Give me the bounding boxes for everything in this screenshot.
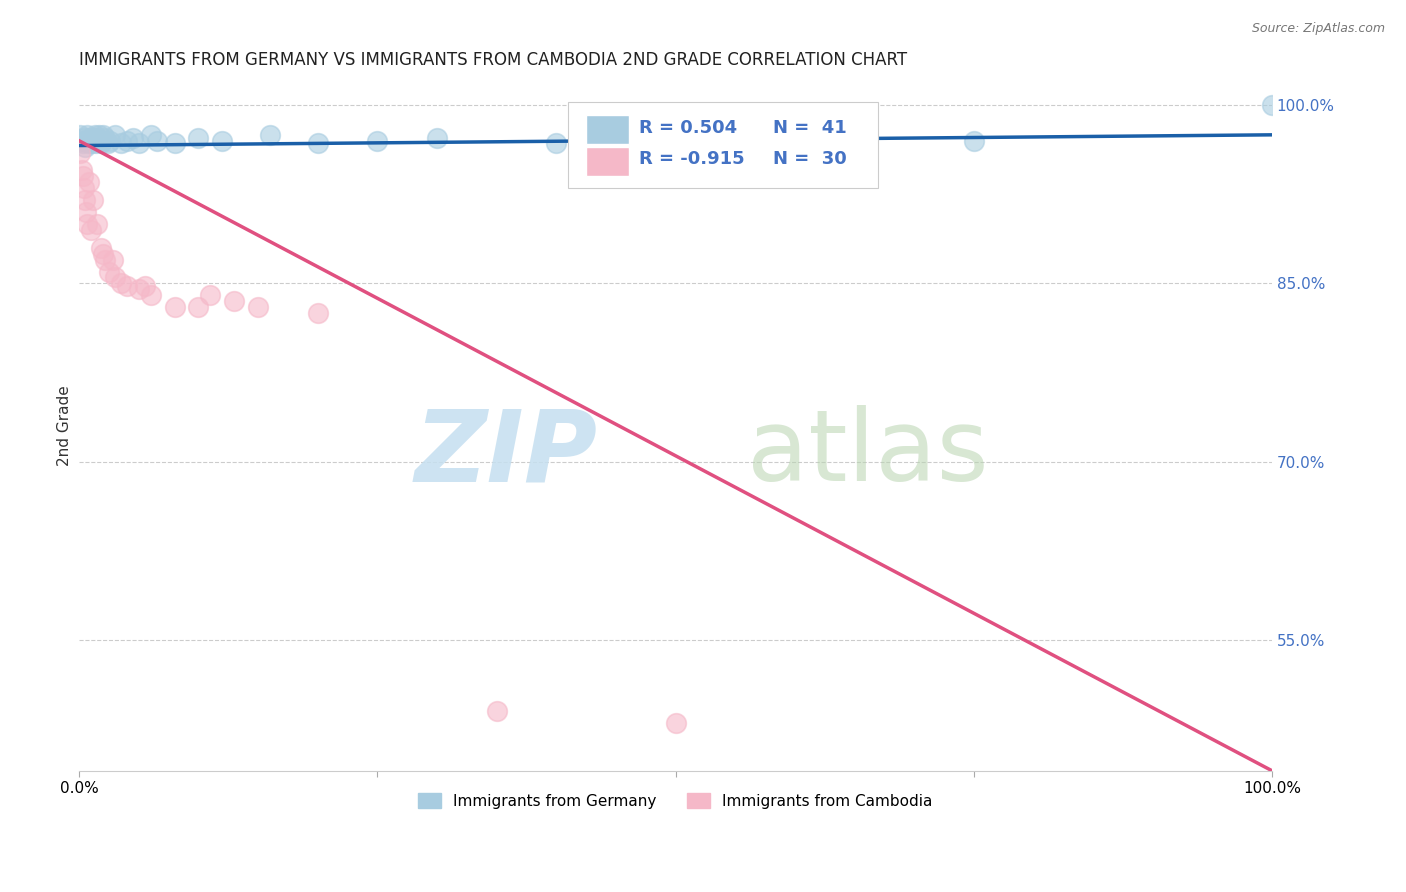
Point <box>79 131 101 145</box>
Point <box>104 128 127 142</box>
Point <box>84 136 107 150</box>
Point <box>91 128 114 142</box>
Point <box>307 306 329 320</box>
Point <box>110 277 132 291</box>
Point <box>97 136 120 150</box>
Text: N =  41: N = 41 <box>773 119 846 136</box>
Point <box>139 288 162 302</box>
Point <box>94 131 117 145</box>
Point <box>70 134 93 148</box>
Point <box>163 136 186 150</box>
Point <box>110 136 132 150</box>
FancyBboxPatch shape <box>568 102 879 188</box>
Point <box>366 134 388 148</box>
Point <box>90 136 112 150</box>
Point <box>77 175 100 189</box>
Point <box>80 134 103 148</box>
Point <box>70 163 93 178</box>
Point <box>145 134 167 148</box>
Point <box>211 134 233 148</box>
Point <box>187 300 209 314</box>
FancyBboxPatch shape <box>586 115 628 145</box>
Point <box>98 134 121 148</box>
Point <box>75 193 97 207</box>
Text: R = 0.504: R = 0.504 <box>638 119 737 136</box>
Point <box>963 134 986 148</box>
Point <box>104 270 127 285</box>
Point <box>69 128 91 142</box>
Point <box>128 282 150 296</box>
Point <box>128 136 150 150</box>
Point <box>101 252 124 267</box>
Point <box>75 139 97 153</box>
Point <box>83 128 105 142</box>
Text: R = -0.915: R = -0.915 <box>638 150 744 169</box>
Point <box>187 131 209 145</box>
Point <box>426 131 449 145</box>
Text: Source: ZipAtlas.com: Source: ZipAtlas.com <box>1251 22 1385 36</box>
Point <box>664 716 686 731</box>
Point <box>121 131 143 145</box>
Point <box>91 246 114 260</box>
Point <box>75 134 97 148</box>
Point <box>86 131 108 145</box>
Point <box>72 136 94 150</box>
Point <box>259 128 281 142</box>
Point <box>664 128 686 142</box>
Point <box>89 128 111 142</box>
Point <box>90 241 112 255</box>
Point <box>97 264 120 278</box>
Point <box>200 288 222 302</box>
Point <box>307 136 329 150</box>
Point <box>115 278 138 293</box>
Text: IMMIGRANTS FROM GERMANY VS IMMIGRANTS FROM CAMBODIA 2ND GRADE CORRELATION CHART: IMMIGRANTS FROM GERMANY VS IMMIGRANTS FR… <box>79 51 907 69</box>
Point <box>82 136 104 150</box>
Point <box>73 181 96 195</box>
Point <box>73 131 96 145</box>
Point <box>90 134 112 148</box>
Point <box>139 128 162 142</box>
Point <box>72 169 94 184</box>
Point <box>69 145 91 160</box>
Point <box>1261 98 1284 112</box>
Text: ZIP: ZIP <box>415 405 598 502</box>
Point <box>76 128 98 142</box>
Point <box>76 217 98 231</box>
Point <box>86 217 108 231</box>
Point <box>77 136 100 150</box>
Point <box>80 223 103 237</box>
Legend: Immigrants from Germany, Immigrants from Cambodia: Immigrants from Germany, Immigrants from… <box>412 787 939 814</box>
Y-axis label: 2nd Grade: 2nd Grade <box>58 385 72 467</box>
Point <box>546 136 568 150</box>
Text: atlas: atlas <box>747 405 988 502</box>
Point <box>87 134 110 148</box>
Text: N =  30: N = 30 <box>773 150 846 169</box>
Point <box>82 131 104 145</box>
Point <box>247 300 270 314</box>
Point <box>115 134 138 148</box>
FancyBboxPatch shape <box>586 147 628 176</box>
Point <box>94 252 117 267</box>
Point <box>134 278 156 293</box>
Point <box>75 205 97 219</box>
Point <box>224 294 246 309</box>
Point <box>163 300 186 314</box>
Point <box>82 193 104 207</box>
Point <box>485 704 508 718</box>
